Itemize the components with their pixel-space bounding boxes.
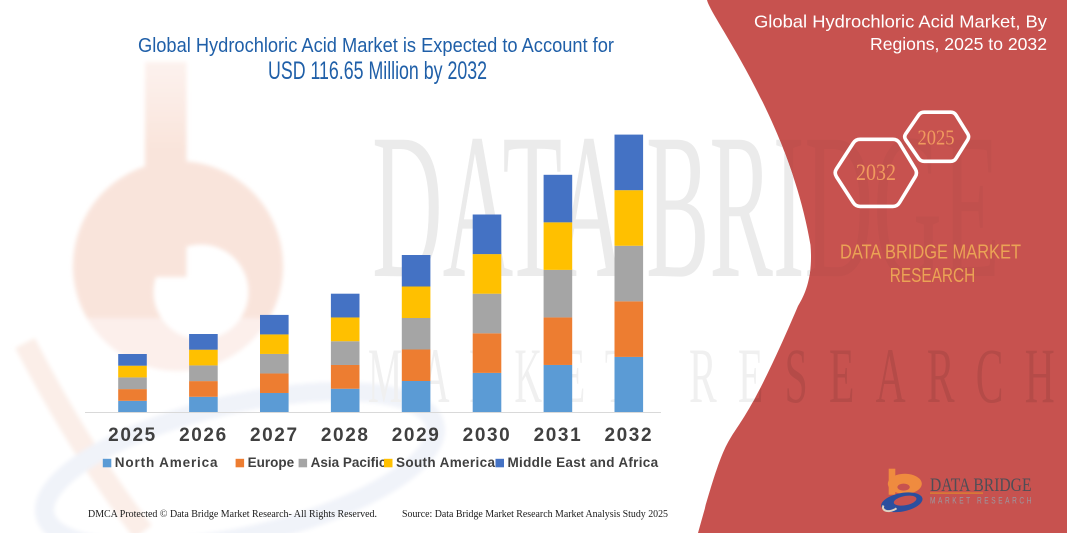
svg-text:2032: 2032: [604, 425, 653, 446]
svg-text:Middle East and Africa: Middle East and Africa: [508, 455, 659, 470]
svg-text:Global Hydrochloric Acid Marke: Global Hydrochloric Acid Market is Expec…: [138, 35, 614, 57]
svg-text:2025: 2025: [108, 425, 157, 446]
svg-text:USD 116.65 Million by 2032: USD 116.65 Million by 2032: [268, 57, 487, 85]
svg-text:MARKET RESEARCH: MARKET RESEARCH: [930, 496, 1034, 506]
svg-text:RESEARCH: RESEARCH: [890, 265, 976, 287]
svg-text:DATA BRIDGE MARKET: DATA BRIDGE MARKET: [840, 242, 1021, 264]
svg-text:Source: Data Bridge Market Res: Source: Data Bridge Market Research Mark…: [402, 509, 668, 520]
svg-text:2026: 2026: [179, 425, 228, 446]
svg-text:DATA BRIDGE: DATA BRIDGE: [930, 475, 1032, 496]
svg-text:2031: 2031: [534, 425, 583, 446]
svg-text:North America: North America: [115, 455, 219, 470]
svg-text:Asia Pacific: Asia Pacific: [311, 455, 387, 470]
svg-text:2027: 2027: [250, 425, 299, 446]
svg-text:Global Hydrochloric Acid Marke: Global Hydrochloric Acid Market, By: [754, 12, 1047, 32]
svg-text:DMCA Protected © Data Bridge M: DMCA Protected © Data Bridge Market Rese…: [88, 509, 377, 520]
svg-text:2028: 2028: [321, 425, 370, 446]
svg-text:2032: 2032: [856, 160, 896, 185]
svg-text:South America: South America: [396, 455, 495, 470]
svg-text:Regions, 2025 to 2032: Regions, 2025 to 2032: [870, 34, 1047, 54]
svg-text:2029: 2029: [392, 425, 441, 446]
svg-text:2030: 2030: [463, 425, 512, 446]
svg-text:Europe: Europe: [248, 455, 295, 470]
svg-text:2025: 2025: [918, 126, 955, 150]
